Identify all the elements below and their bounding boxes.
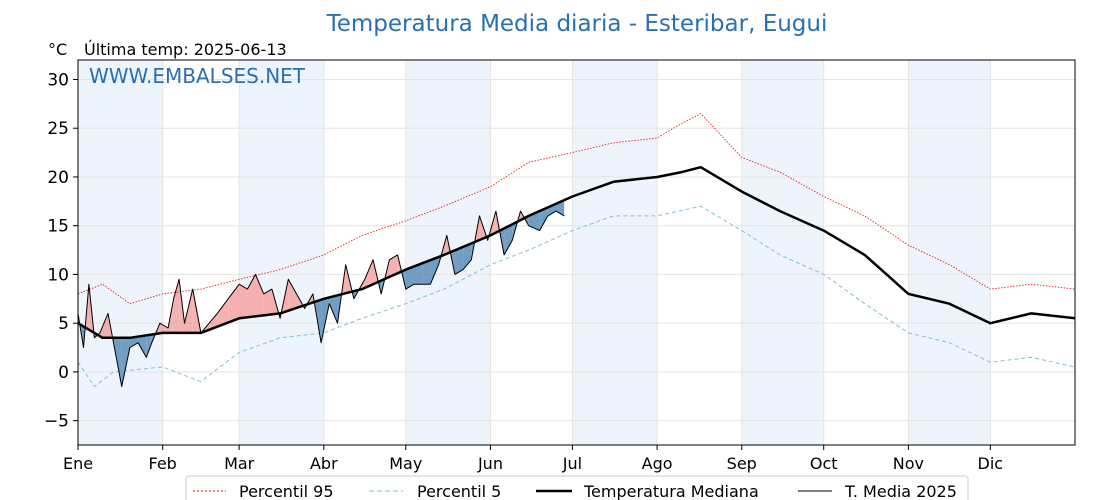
anomaly-fill (454, 246, 464, 275)
last-temp-label: Última temp: 2025-06-13 (84, 40, 287, 59)
anomaly-fill (228, 284, 240, 323)
legend-box (185, 475, 969, 500)
y-tick-label: 0 (58, 363, 69, 383)
month-band-Mar (239, 60, 324, 445)
chart-title: Temperatura Media diaria - Esteribar, Eu… (326, 11, 828, 37)
legend-p95-label: Percentil 95 (239, 482, 334, 500)
plot-frame (77, 59, 1076, 446)
anomaly-fill (539, 207, 548, 231)
anomaly-fill (430, 257, 439, 285)
month-band-Jul (572, 60, 658, 445)
x-tick-label: Nov (893, 454, 924, 473)
month-band-Ene (78, 60, 163, 445)
y-tick-label: −5 (44, 412, 69, 432)
unit-label: °C (48, 40, 67, 59)
y-axis: −5 0 5 10 15 20 25 30 (44, 70, 78, 432)
y-tick-label: 10 (47, 265, 69, 285)
legend-current-label: T. Media 2025 (844, 482, 957, 500)
anomaly-fill (288, 279, 297, 311)
x-tick-label: Jun (477, 454, 503, 473)
x-tick-label: Ene (63, 454, 93, 473)
anomaly-fill (255, 274, 264, 317)
month-bands (78, 60, 991, 445)
series-line-current (77, 210, 565, 387)
series-line-median (77, 165, 1076, 340)
x-tick-label: May (389, 454, 422, 473)
anomaly-fill (159, 323, 169, 334)
anomaly-fill (389, 254, 398, 277)
anomaly-fill (364, 259, 373, 288)
x-tick-label: Mar (224, 454, 255, 473)
y-tick-label: 25 (47, 119, 69, 139)
y-tick-label: 30 (47, 70, 69, 90)
watermark: WWW.EMBALSES.NET (89, 64, 306, 88)
x-tick-label: Feb (149, 454, 177, 473)
legend: Percentil 95 Percentil 5 Temperatura Med… (185, 475, 969, 500)
month-band-Sep (741, 60, 824, 445)
anomaly-fill (173, 279, 180, 333)
anomaly-fill (504, 224, 513, 255)
y-tick-label: 15 (47, 217, 69, 237)
anomaly-fill (263, 289, 272, 316)
anomaly-fill (129, 336, 139, 348)
anomaly-fill (247, 274, 256, 318)
anomaly-fill (329, 295, 338, 324)
anomaly-fill (405, 266, 414, 290)
anomaly-fill (463, 243, 472, 270)
x-axis: Ene Feb Mar Abr May Jun Jul Ago Sep Oct Nov Dic (63, 445, 1003, 473)
x-tick-label: Jul (562, 454, 582, 473)
y-tick-label: 20 (47, 168, 69, 188)
anomaly-fill (146, 334, 152, 358)
anomaly-fill (138, 335, 147, 358)
legend-p5-label: Percentil 5 (417, 482, 501, 500)
legend-median-label: Temperatura Mediana (583, 482, 759, 500)
x-tick-label: Oct (810, 454, 838, 473)
month-band-Nov (908, 60, 991, 445)
anomaly-fill (217, 298, 229, 327)
anomaly-fill (209, 313, 218, 330)
anomaly-fill (414, 263, 423, 285)
x-tick-label: Abr (310, 454, 338, 473)
series-lines (77, 113, 1076, 387)
y-tick-label: 5 (58, 314, 69, 334)
anomaly-fill (239, 284, 248, 319)
x-tick-label: Sep (727, 454, 757, 473)
anomaly-fill (422, 260, 431, 285)
x-tick-label: Ago (642, 454, 673, 473)
anomaly-fill (184, 289, 193, 333)
x-tick-label: Dic (978, 454, 1004, 473)
